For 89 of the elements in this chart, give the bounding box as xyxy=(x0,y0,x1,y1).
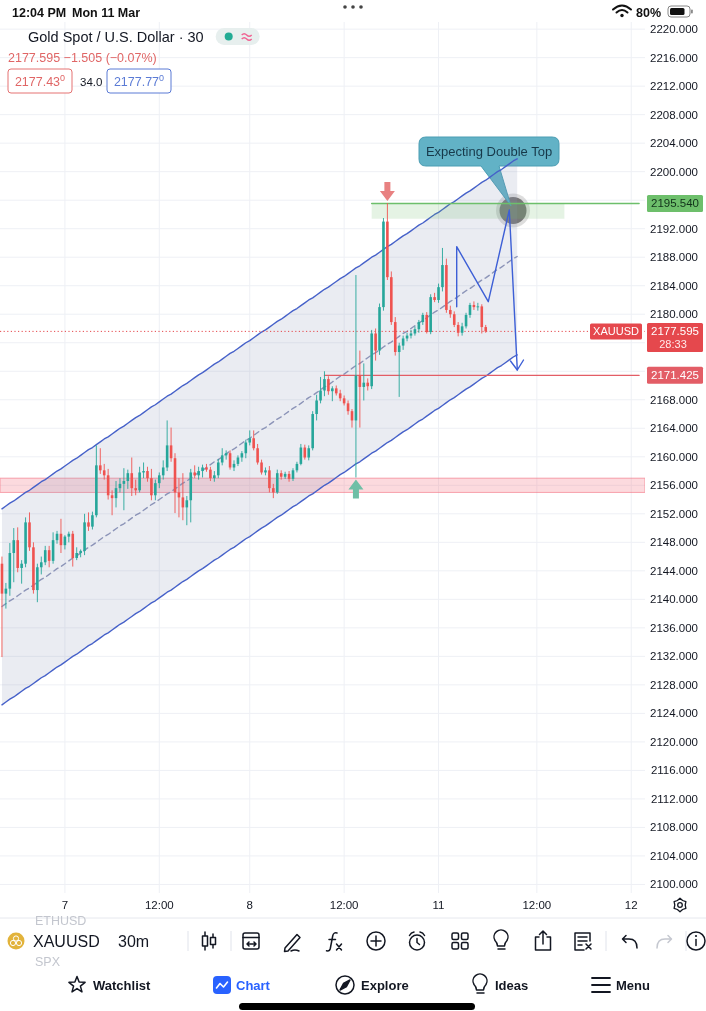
candlestick xyxy=(437,283,440,304)
candlestick xyxy=(319,376,322,404)
candlestick xyxy=(240,450,244,463)
text: Mon 11 Mar xyxy=(72,6,141,20)
text: XAUUSD xyxy=(33,933,100,950)
y-tick-label: 2136.000 xyxy=(650,621,698,634)
line-series xyxy=(1,255,518,608)
x-tick-label: 12:00 xyxy=(522,899,552,911)
y-tick-label: 2128.000 xyxy=(650,678,698,691)
line-series xyxy=(1,354,518,706)
y-tick-label: 2168.000 xyxy=(650,393,698,406)
y-tick-label: 2140.000 xyxy=(650,593,698,606)
candlestick xyxy=(327,375,330,396)
y-tick-label: 2188.000 xyxy=(650,251,698,264)
candlestick xyxy=(20,559,23,585)
x-tick-label: 12:00 xyxy=(144,899,174,911)
candlestick xyxy=(43,545,47,566)
text: 28:33 xyxy=(659,337,687,350)
x-tick-label: 7 xyxy=(61,899,69,911)
candlestick xyxy=(216,458,220,479)
candlestick xyxy=(98,447,102,475)
candlestick xyxy=(268,465,271,493)
text: 12:04 PM xyxy=(12,6,67,20)
y-tick-label: 2112.000 xyxy=(650,792,698,805)
ref-line-label: 2177.595 xyxy=(651,325,699,338)
text: Explore xyxy=(361,978,409,993)
candlestick xyxy=(323,370,326,397)
y-tick-label: 2156.000 xyxy=(650,479,698,492)
candlestick xyxy=(331,385,334,402)
y-tick-label: 2144.000 xyxy=(650,564,698,577)
y-tick-label: 2108.000 xyxy=(650,821,698,834)
text: 30m xyxy=(118,933,150,950)
text: SPX xyxy=(35,955,61,969)
candlestick xyxy=(252,429,255,451)
text: ETHUSD xyxy=(35,914,87,928)
x-tick-label: 12 xyxy=(624,899,638,911)
y-tick-label: 2100.000 xyxy=(650,878,698,891)
candlestick xyxy=(409,329,413,339)
candlestick xyxy=(275,469,279,495)
candlestick xyxy=(134,479,137,496)
y-tick-label: 2204.000 xyxy=(650,137,698,150)
text: Watchlist xyxy=(93,978,151,993)
text: Menu xyxy=(616,978,650,993)
candlestick xyxy=(476,302,480,312)
data-label: 2171.425 xyxy=(651,369,699,382)
data-label: 2195.540 xyxy=(651,197,699,210)
text: Gold Spot / U.S. Dollar · 30 xyxy=(28,29,204,45)
candlestick xyxy=(256,443,259,466)
y-tick-label: 2200.000 xyxy=(650,165,698,178)
annotation: Expecting Double Top xyxy=(425,144,553,159)
y-tick-label: 2192.000 xyxy=(650,222,698,235)
annotation: XAUUSD xyxy=(593,325,639,338)
y-tick-label: 2220.000 xyxy=(650,23,698,36)
y-tick-label: 2104.000 xyxy=(650,849,698,862)
y-tick-label: 2208.000 xyxy=(650,108,698,121)
candlestick xyxy=(366,377,370,391)
candlestick xyxy=(36,563,39,603)
candlestick xyxy=(12,527,16,583)
y-tick-label: 2124.000 xyxy=(650,707,698,720)
candlestick xyxy=(154,479,157,501)
candlestick xyxy=(87,511,90,532)
y-tick-label: 2116.000 xyxy=(650,764,698,777)
text: Chart xyxy=(236,978,271,993)
annotation: 34.0 xyxy=(80,75,103,88)
candlestick xyxy=(362,362,366,401)
text: Ideas xyxy=(495,978,529,993)
y-tick-label: 2120.000 xyxy=(650,735,698,748)
candlestick xyxy=(138,466,141,493)
x-tick-label: 11 xyxy=(432,899,445,911)
line-series xyxy=(1,158,518,510)
annotation: 2177.43$^{0}$ xyxy=(14,72,66,89)
x-tick-label: 8 xyxy=(246,899,253,911)
x-tick-label: 12:00 xyxy=(329,899,359,911)
candlestick xyxy=(150,468,153,501)
y-tick-label: 2160.000 xyxy=(650,450,698,463)
y-tick-label: 2152.000 xyxy=(650,507,698,520)
text: 2177.595 −1.505 (−0.07%) xyxy=(8,51,157,65)
y-tick-label: 2180.000 xyxy=(650,308,698,321)
annotation: 2177.77$^{0}$ xyxy=(113,72,165,89)
text: 80% xyxy=(636,6,662,20)
candlestick xyxy=(441,247,444,292)
y-tick-label: 2212.000 xyxy=(650,80,698,93)
y-tick-label: 2184.000 xyxy=(650,279,698,292)
candlestick xyxy=(130,457,134,497)
y-tick-label: 2164.000 xyxy=(650,422,698,435)
y-tick-label: 2216.000 xyxy=(650,51,698,64)
y-tick-label: 2148.000 xyxy=(650,536,698,549)
candlestick xyxy=(315,394,318,421)
y-tick-label: 2132.000 xyxy=(650,650,698,663)
